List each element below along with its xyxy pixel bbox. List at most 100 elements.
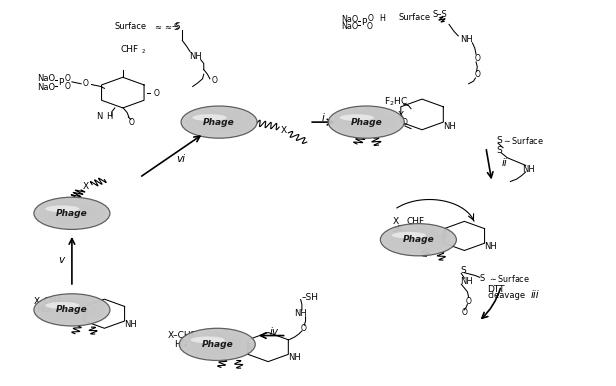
- Ellipse shape: [184, 330, 251, 358]
- Text: X–CHF: X–CHF: [33, 296, 62, 306]
- Ellipse shape: [192, 114, 227, 121]
- Text: O: O: [83, 79, 89, 88]
- Ellipse shape: [193, 334, 241, 354]
- Ellipse shape: [179, 328, 255, 361]
- Ellipse shape: [385, 225, 452, 254]
- Text: X: X: [83, 182, 89, 191]
- Ellipse shape: [48, 299, 95, 319]
- Text: NaO: NaO: [342, 22, 359, 31]
- Text: NH: NH: [522, 165, 535, 174]
- Text: P: P: [58, 78, 63, 87]
- Ellipse shape: [53, 205, 91, 220]
- Ellipse shape: [200, 113, 238, 129]
- Text: HO: HO: [36, 305, 49, 314]
- Text: O: O: [368, 14, 373, 23]
- Text: O: O: [65, 74, 71, 83]
- Text: NaO: NaO: [37, 83, 55, 92]
- Text: O: O: [65, 82, 71, 91]
- Ellipse shape: [333, 108, 400, 136]
- Ellipse shape: [195, 112, 243, 132]
- Ellipse shape: [43, 297, 100, 322]
- Text: NH: NH: [460, 278, 473, 286]
- Ellipse shape: [205, 115, 233, 127]
- Text: CHF: CHF: [121, 45, 139, 54]
- Text: Surface: Surface: [399, 13, 431, 22]
- Text: O: O: [129, 118, 135, 127]
- Ellipse shape: [390, 227, 447, 251]
- Text: NH: NH: [188, 52, 201, 61]
- Ellipse shape: [214, 119, 224, 123]
- Ellipse shape: [67, 306, 76, 310]
- Text: NH: NH: [460, 35, 472, 44]
- Text: CHF: CHF: [406, 217, 424, 226]
- Ellipse shape: [62, 208, 81, 216]
- Ellipse shape: [213, 341, 222, 345]
- Text: O: O: [474, 54, 480, 63]
- Text: X: X: [280, 126, 286, 135]
- Ellipse shape: [392, 232, 426, 239]
- Ellipse shape: [380, 223, 456, 256]
- Ellipse shape: [34, 197, 110, 229]
- Ellipse shape: [190, 110, 248, 134]
- Text: –SH: –SH: [302, 293, 319, 302]
- Ellipse shape: [34, 294, 110, 326]
- Ellipse shape: [413, 236, 423, 240]
- Ellipse shape: [338, 110, 395, 134]
- Text: X–CHF: X–CHF: [168, 331, 197, 340]
- Ellipse shape: [339, 114, 374, 121]
- Ellipse shape: [347, 113, 385, 129]
- Text: Phage: Phage: [351, 118, 382, 127]
- Ellipse shape: [53, 301, 91, 317]
- Text: NH: NH: [484, 242, 496, 251]
- Text: H: H: [105, 112, 112, 121]
- Ellipse shape: [342, 112, 390, 132]
- Text: HO: HO: [174, 340, 188, 349]
- Ellipse shape: [190, 337, 225, 343]
- Ellipse shape: [67, 210, 76, 214]
- Text: NH: NH: [124, 320, 137, 328]
- Text: S–S: S–S: [432, 10, 447, 19]
- Text: O: O: [442, 231, 448, 240]
- Ellipse shape: [181, 106, 257, 138]
- Text: X: X: [392, 217, 399, 226]
- Text: S: S: [460, 266, 466, 275]
- Text: O: O: [247, 342, 253, 352]
- Ellipse shape: [395, 229, 442, 249]
- Text: $_2$: $_2$: [141, 47, 146, 56]
- Text: vi: vi: [176, 154, 185, 164]
- Text: Phage: Phage: [402, 235, 434, 244]
- Ellipse shape: [380, 223, 456, 256]
- Text: ii: ii: [501, 158, 507, 168]
- Text: –S: –S: [172, 22, 181, 31]
- Text: v: v: [58, 255, 64, 265]
- Ellipse shape: [208, 339, 227, 347]
- Ellipse shape: [357, 117, 376, 125]
- Ellipse shape: [43, 201, 100, 225]
- Ellipse shape: [46, 302, 79, 309]
- Text: NH: NH: [443, 122, 455, 131]
- Text: iii: iii: [530, 290, 539, 300]
- Ellipse shape: [181, 106, 257, 138]
- Text: iv: iv: [270, 327, 279, 337]
- Text: P: P: [361, 19, 367, 27]
- Text: O: O: [461, 308, 468, 317]
- Text: O: O: [301, 324, 307, 333]
- Text: NH: NH: [294, 309, 307, 318]
- Text: N: N: [96, 112, 103, 121]
- Ellipse shape: [179, 328, 255, 361]
- Ellipse shape: [209, 117, 229, 125]
- Text: Phage: Phage: [203, 118, 235, 127]
- Text: O: O: [402, 119, 408, 127]
- Text: Surface: Surface: [115, 22, 147, 31]
- Text: O: O: [211, 76, 217, 85]
- Text: DTT: DTT: [487, 285, 505, 294]
- Ellipse shape: [39, 199, 105, 227]
- Ellipse shape: [58, 303, 86, 315]
- Text: S: S: [497, 146, 503, 155]
- Text: S: S: [480, 274, 485, 283]
- Text: O: O: [475, 71, 481, 80]
- Text: Phage: Phage: [56, 209, 88, 218]
- Ellipse shape: [198, 335, 237, 352]
- Ellipse shape: [328, 106, 404, 138]
- Ellipse shape: [39, 296, 105, 324]
